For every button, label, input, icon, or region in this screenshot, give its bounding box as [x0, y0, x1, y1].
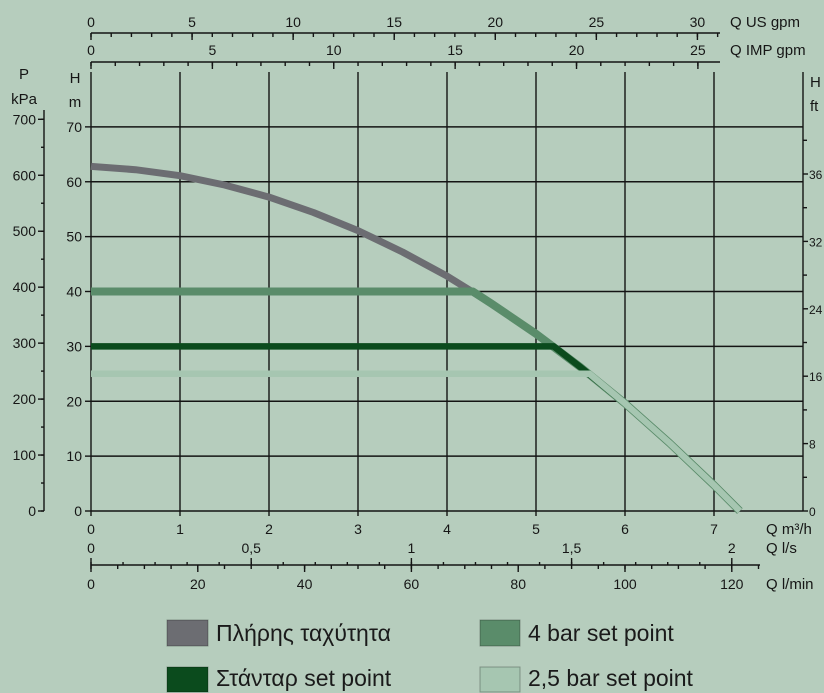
tick-label: 4 — [443, 521, 451, 537]
tick-label: 36 — [809, 168, 823, 182]
tick-label: 60 — [404, 576, 420, 592]
tick-label: 15 — [447, 42, 463, 58]
tick-label: 0 — [28, 503, 36, 519]
tick-label: 600 — [13, 167, 37, 183]
tick-label: 3 — [354, 521, 362, 537]
axis-title-q-us-gpm: Q US gpm — [730, 14, 800, 31]
legend-label-standard-set-point: Στάνταρ set point — [216, 665, 392, 691]
tick-label: 1 — [408, 540, 416, 556]
legend-label-full-speed: Πλήρης ταχύτητα — [216, 620, 391, 646]
tick-label: 100 — [613, 576, 637, 592]
legend-item-2-5-bar-set-point: 2,5 bar set point — [479, 665, 694, 693]
tick-label: 24 — [809, 303, 823, 317]
axis-q-imp-gpm: 0 5 10 15 20 25 Q IMP gpm — [87, 42, 806, 69]
tick-label: 40 — [297, 576, 313, 592]
tick-label: 0 — [809, 505, 816, 519]
legend-swatch-standard-set-point — [166, 666, 209, 693]
tick-label: 5 — [188, 14, 196, 30]
axis-unit-kpa: kPa — [11, 91, 38, 108]
legend-item-standard-set-point: Στάνταρ set point — [166, 665, 392, 693]
tick-label: 50 — [66, 229, 82, 245]
axis-q-us-gpm: 0 5 10 15 20 25 30 Q US gpm — [87, 14, 800, 40]
tick-label: 700 — [13, 111, 37, 127]
axis-title-q-ls: Q l/s — [766, 540, 797, 557]
tick-label: 20 — [569, 42, 585, 58]
tick-label: 30 — [690, 14, 706, 30]
tick-label: 25 — [589, 14, 605, 30]
axis-q-m3h: 0 1 2 3 4 5 6 7 Q m³/h — [87, 511, 812, 538]
tick-label: 8 — [809, 438, 816, 452]
tick-label: 10 — [66, 448, 82, 464]
tick-label: 1,5 — [562, 540, 582, 556]
tick-label: 0 — [74, 503, 82, 519]
tick-label: 7 — [710, 521, 718, 537]
tick-label: 20 — [487, 14, 503, 30]
tick-label: 2 — [265, 521, 273, 537]
tick-label: 100 — [13, 447, 37, 463]
axis-title-q-imp-gpm: Q IMP gpm — [730, 42, 806, 59]
axis-unit-ft: ft — [810, 98, 819, 115]
legend-item-4-bar-set-point: 4 bar set point — [479, 619, 674, 647]
tick-label: 10 — [326, 42, 342, 58]
tick-label: 20 — [190, 576, 206, 592]
legend-label-4-bar-set-point: 4 bar set point — [528, 620, 674, 646]
tick-label: 120 — [720, 576, 744, 592]
series-2-5-bar-set-point — [91, 370, 743, 514]
legend: Πλήρης ταχύτητα 4 bar set point Στάνταρ … — [166, 619, 694, 693]
tick-label: 6 — [621, 521, 629, 537]
legend-swatch-full-speed — [166, 619, 209, 647]
tick-label: 300 — [13, 335, 37, 351]
tick-label: 10 — [285, 14, 301, 30]
tick-label: 0 — [87, 42, 95, 58]
tick-label: 5 — [208, 42, 216, 58]
axis-h-m: 0 10 20 30 40 50 60 70 Hm — [66, 70, 91, 519]
axis-title-q-m3h: Q m³/h — [766, 521, 812, 538]
axis-title-h-m: H — [70, 70, 81, 87]
axis-unit-m: m — [69, 94, 82, 111]
tick-label: 16 — [809, 370, 823, 384]
tick-label: 0 — [87, 521, 95, 537]
legend-swatch-4-bar-set-point — [479, 619, 521, 647]
tick-label: 400 — [13, 279, 37, 295]
tick-label: 5 — [532, 521, 540, 537]
tick-label: 80 — [510, 576, 526, 592]
tick-label: 500 — [13, 223, 37, 239]
axis-h-ft: 0 8 16 24 32 36 Hft — [803, 74, 823, 519]
tick-label: 15 — [386, 14, 402, 30]
legend-item-full-speed: Πλήρης ταχύτητα — [166, 619, 391, 647]
axis-q-ls: 0 0,5 1 1,5 2 Q l/s — [87, 540, 797, 566]
tick-label: 0 — [87, 576, 95, 592]
tick-label: 70 — [66, 119, 82, 135]
tick-label: 2 — [728, 540, 736, 556]
tick-label: 0,5 — [241, 540, 261, 556]
axis-title-h-ft: H — [810, 74, 821, 91]
legend-swatch-2-5-bar-set-point — [479, 666, 521, 693]
axis-title-p: P — [19, 66, 29, 83]
axis-title-q-lmin: Q l/min — [766, 576, 814, 593]
tick-label: 32 — [809, 235, 823, 249]
tick-label: 0 — [87, 540, 95, 556]
axis-q-lmin: 0 20 40 60 80 100 120 Q l/min — [87, 565, 814, 593]
series-layer — [90, 162, 743, 514]
tick-label: 20 — [66, 393, 82, 409]
tick-label: 30 — [66, 338, 82, 354]
tick-label: 40 — [66, 284, 82, 300]
series-full-speed — [90, 162, 743, 514]
tick-label: 0 — [87, 14, 95, 30]
legend-label-2-5-bar-set-point: 2,5 bar set point — [528, 665, 694, 691]
tick-label: 1 — [176, 521, 184, 537]
tick-label: 200 — [13, 391, 37, 407]
tick-label: 25 — [690, 42, 706, 58]
tick-label: 60 — [66, 174, 82, 190]
